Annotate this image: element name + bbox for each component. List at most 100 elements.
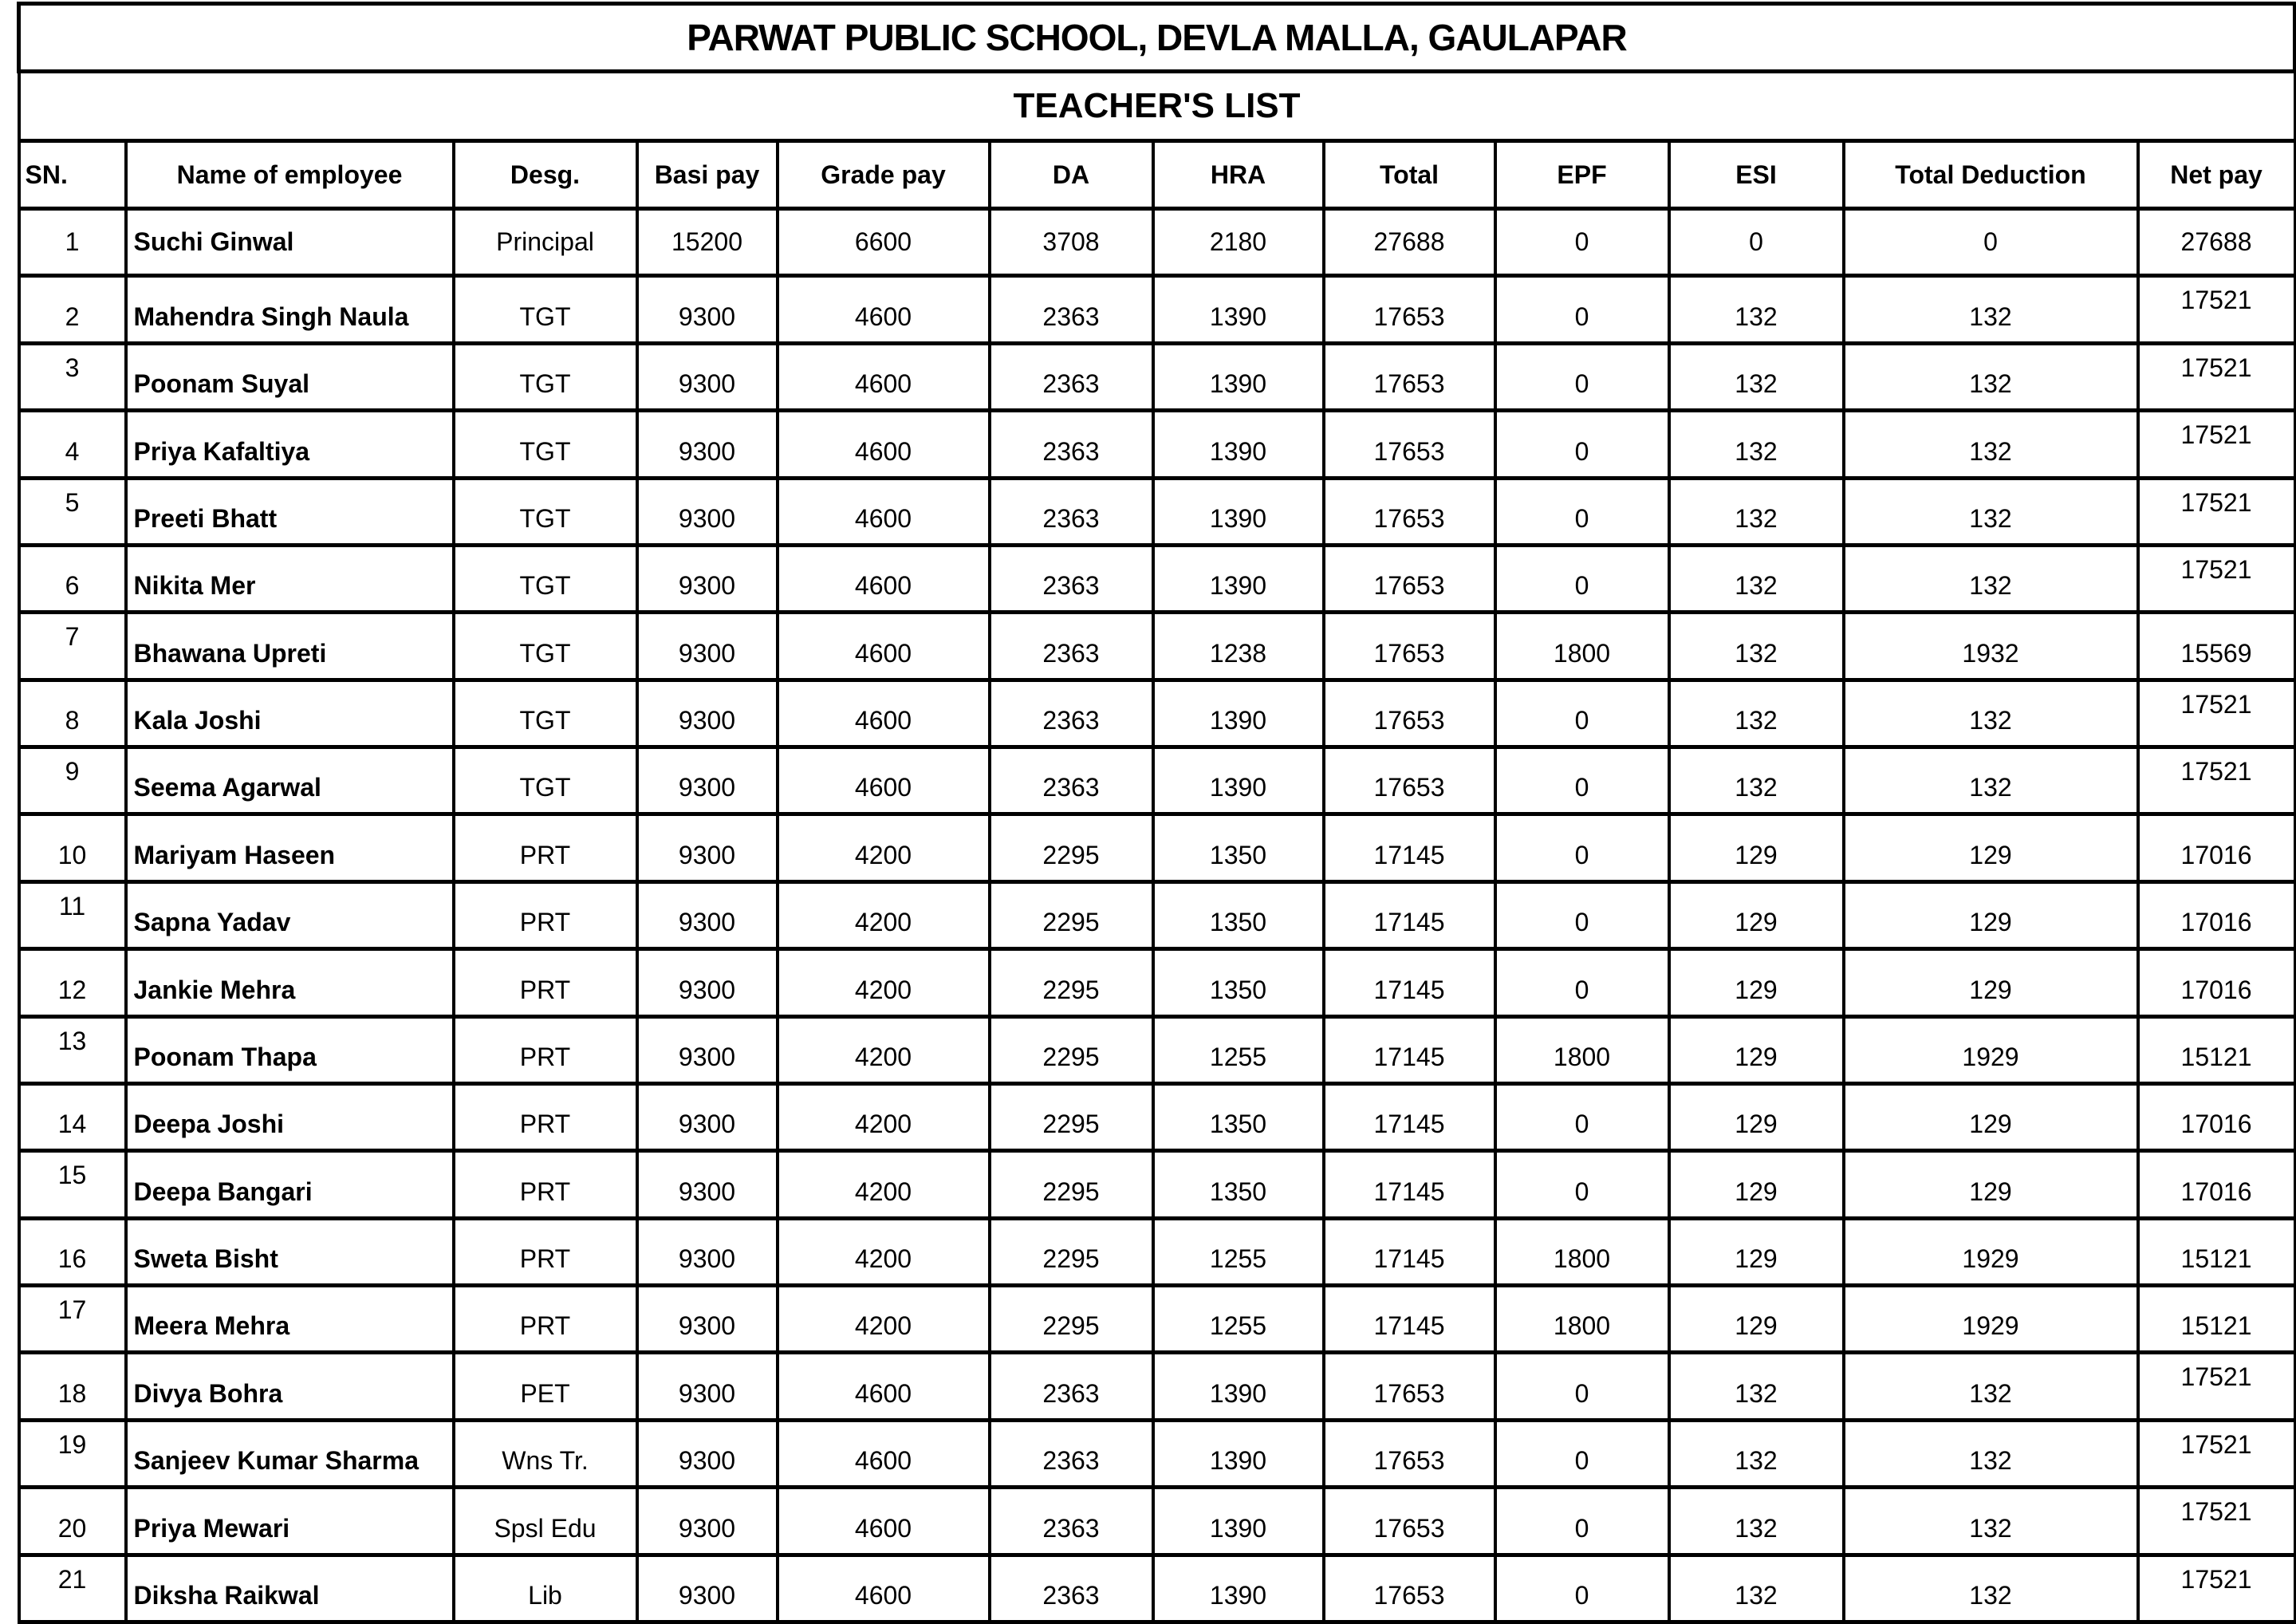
cell-name: Poonam Thapa [124, 1014, 455, 1086]
teacher-row: 11 Sapna Yadav PRT 9300 4200 2295 1350 17145 0 12… [17, 879, 2296, 952]
cell-total-deduction: 0 [1841, 206, 2140, 278]
teacher-row: 13 Poonam Thapa PRT 9300 4200 2295 1255 17145 18… [17, 1014, 2296, 1086]
cell-grade-pay: 4600 [775, 744, 991, 817]
column-header-grade-pay: Grade pay [775, 139, 991, 211]
cell-name: Poonam Suyal [124, 341, 455, 413]
column-header-hra: HRA [1151, 139, 1325, 211]
cell-esi: 132 [1667, 1350, 1845, 1422]
cell-esi: 129 [1667, 1283, 1845, 1355]
cell-desg: Spsl Edu [451, 1485, 639, 1557]
cell-hra: 1390 [1151, 341, 1325, 413]
cell-name: Deepa Bangari [124, 1149, 455, 1220]
teacher-row: 10 Mariyam Haseen PRT 9300 4200 2295 1350 17145… [17, 812, 2296, 884]
cell-name: Mariyam Haseen [124, 812, 455, 884]
cell-epf: 0 [1493, 408, 1671, 480]
cell-net-pay: 17016 [2136, 1081, 2296, 1153]
cell-net-pay: 15121 [2136, 1283, 2296, 1355]
teacher-row: 12 Jankie Mehra PRT 9300 4200 2295 1350 17145 0 1… [17, 947, 2296, 1019]
cell-net-pay: 15121 [2136, 1216, 2296, 1288]
cell-hra: 1255 [1151, 1283, 1325, 1355]
cell-total-deduction: 132 [1841, 1350, 2140, 1422]
cell-epf: 0 [1493, 475, 1671, 547]
cell-hra: 1238 [1151, 610, 1325, 682]
cell-hra: 1390 [1151, 1552, 1325, 1624]
cell-sn: 19 [17, 1417, 128, 1490]
cell-total: 17653 [1321, 475, 1497, 547]
cell-sn: 3 [17, 341, 128, 413]
teacher-row: 19 Sanjeev Kumar Sharma Wns Tr. 9300 4600 236… [17, 1417, 2296, 1490]
cell-total: 17653 [1321, 1350, 1497, 1422]
cell-hra: 2180 [1151, 206, 1325, 278]
cell-net-pay: 17521 [2136, 542, 2296, 615]
cell-grade-pay: 4600 [775, 1552, 991, 1624]
cell-desg: PRT [451, 947, 639, 1019]
cell-basic-pay: 9300 [635, 1485, 779, 1557]
column-header-sn: SN. [17, 139, 128, 211]
cell-total: 17653 [1321, 610, 1497, 682]
cell-basic-pay: 15200 [635, 206, 779, 278]
cell-grade-pay: 4200 [775, 1216, 991, 1288]
cell-da: 2295 [987, 947, 1155, 1019]
cell-desg: TGT [451, 744, 639, 817]
cell-da: 2363 [987, 1417, 1155, 1490]
cell-epf: 0 [1493, 542, 1671, 615]
cell-desg: Wns Tr. [451, 1417, 639, 1490]
cell-sn: 11 [17, 879, 128, 952]
cell-sn: 10 [17, 812, 128, 884]
cell-net-pay: 17016 [2136, 879, 2296, 952]
cell-da: 2363 [987, 408, 1155, 480]
cell-total: 17145 [1321, 812, 1497, 884]
cell-grade-pay: 4200 [775, 1283, 991, 1355]
cell-esi: 132 [1667, 744, 1845, 817]
cell-grade-pay: 4600 [775, 475, 991, 547]
cell-net-pay: 17521 [2136, 1552, 2296, 1624]
cell-hra: 1350 [1151, 1149, 1325, 1220]
cell-desg: PRT [451, 1149, 639, 1220]
cell-total-deduction: 132 [1841, 1417, 2140, 1490]
cell-net-pay: 17521 [2136, 744, 2296, 817]
cell-da: 2295 [987, 1216, 1155, 1288]
cell-esi: 132 [1667, 408, 1845, 480]
cell-desg: TGT [451, 610, 639, 682]
cell-desg: TGT [451, 274, 639, 345]
cell-da: 2295 [987, 812, 1155, 884]
page-title: PARWAT PUBLIC SCHOOL, DEVLA MALLA, GAULA… [16, 2, 2296, 73]
cell-desg: PRT [451, 1081, 639, 1153]
cell-net-pay: 17521 [2136, 1417, 2296, 1490]
cell-name: Suchi Ginwal [124, 206, 455, 278]
cell-basic-pay: 9300 [635, 341, 779, 413]
column-header-desg: Desg. [451, 139, 639, 211]
column-header-basic-pay: Basi pay [635, 139, 779, 211]
cell-da: 2295 [987, 1081, 1155, 1153]
cell-grade-pay: 6600 [775, 206, 991, 278]
cell-epf: 0 [1493, 1350, 1671, 1422]
cell-name: Priya Kafaltiya [124, 408, 455, 480]
cell-sn: 5 [17, 475, 128, 547]
cell-total: 17145 [1321, 1283, 1497, 1355]
cell-esi: 129 [1667, 812, 1845, 884]
cell-esi: 129 [1667, 1216, 1845, 1288]
cell-basic-pay: 9300 [635, 1081, 779, 1153]
cell-epf: 1800 [1493, 1014, 1671, 1086]
cell-sn: 6 [17, 542, 128, 615]
cell-total-deduction: 132 [1841, 677, 2140, 750]
cell-name: Sweta Bisht [124, 1216, 455, 1288]
cell-name: Deepa Joshi [124, 1081, 455, 1153]
cell-esi: 0 [1667, 206, 1845, 278]
cell-net-pay: 17521 [2136, 1485, 2296, 1557]
cell-total-deduction: 1929 [1841, 1014, 2140, 1086]
cell-desg: PRT [451, 1014, 639, 1086]
cell-total-deduction: 132 [1841, 341, 2140, 413]
cell-hra: 1255 [1151, 1216, 1325, 1288]
cell-basic-pay: 9300 [635, 475, 779, 547]
teacher-row: 16 Sweta Bisht PRT 9300 4200 2295 1255 17145 180… [17, 1216, 2296, 1288]
cell-da: 2295 [987, 1149, 1155, 1220]
cell-grade-pay: 4200 [775, 1149, 991, 1220]
cell-epf: 0 [1493, 1417, 1671, 1490]
teacher-row: 7 Bhawana Upreti TGT 9300 4600 2363 1238 17653 1… [17, 610, 2296, 682]
teacher-row: 3 Poonam Suyal TGT 9300 4600 2363 1390 17653 0 13… [17, 341, 2296, 413]
cell-name: Seema Agarwal [124, 744, 455, 817]
cell-total-deduction: 1932 [1841, 610, 2140, 682]
cell-desg: PRT [451, 1216, 639, 1288]
cell-total: 17653 [1321, 1552, 1497, 1624]
